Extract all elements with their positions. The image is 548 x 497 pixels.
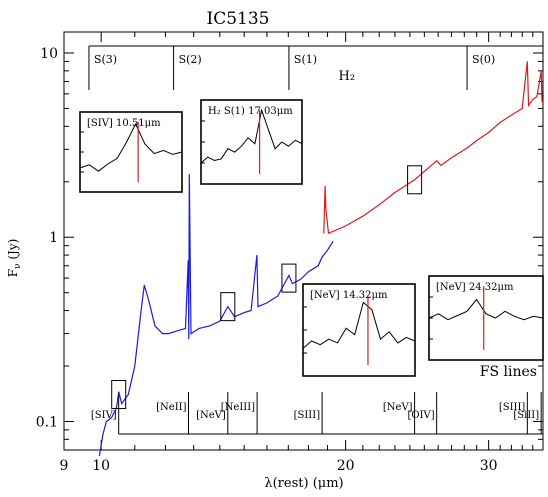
- fs-line-label: [SiII]: [513, 410, 539, 421]
- h2-group-label: H₂: [339, 69, 356, 84]
- inset-region-box: [111, 380, 127, 410]
- spectrum: [98, 61, 544, 456]
- inset-panel: [NeV] 14.32μm: [302, 283, 416, 377]
- inset-region-boxes: [111, 165, 423, 410]
- inset-profile: [302, 301, 416, 349]
- insets: [SIV] 10.51μm H₂ S(1) 17.03μm [NeV] 14.32μ…: [79, 99, 544, 377]
- x-tick-label: 10: [92, 458, 110, 474]
- inset-region-box: [407, 165, 423, 195]
- chart-title: IC5135: [207, 9, 270, 29]
- h2-line-label: S(2): [179, 53, 202, 66]
- inset-region-box: [281, 263, 297, 293]
- h2-line-label: S(0): [472, 53, 495, 66]
- x-tick-label: 30: [480, 458, 498, 474]
- inset-frame: [200, 99, 303, 185]
- inset-profile: [79, 122, 183, 172]
- h2-line-scale: S(3) S(2) S(1) S(0) H₂: [88, 45, 543, 90]
- inset-label: [NeV] 14.32μm: [310, 290, 388, 301]
- x-tick-label: 20: [337, 458, 355, 474]
- fs-line-label: [NeV]: [196, 410, 226, 421]
- y-axis-label: Fν (Jy): [6, 239, 23, 278]
- h2-line-label: S(1): [294, 53, 317, 66]
- h2-line-label: S(3): [94, 53, 117, 66]
- y-tick-label: 0.1: [36, 414, 58, 430]
- fs-line-label: [NeV]: [383, 402, 413, 413]
- inset-label: [NeV] 24.32μm: [436, 282, 514, 293]
- fs-line-label: [NeIII]: [221, 402, 255, 413]
- fs-line-scale: [SIV][NeII][NeV][NeIII][SIII][NeV][OIV][…: [91, 364, 543, 435]
- inset-label: [SIV] 10.51μm: [87, 118, 161, 129]
- y-tick-label: 1: [49, 230, 58, 246]
- inset-panel: H₂ S(1) 17.03μm: [200, 99, 303, 185]
- fs-line-label: [SIV]: [91, 410, 117, 421]
- inset-frame: [302, 283, 416, 377]
- x-tick-label: 9: [60, 458, 69, 474]
- inset-panel: [NeV] 24.32μm: [428, 275, 544, 361]
- fs-line-label: [OIV]: [407, 410, 434, 421]
- fs-line-label: [NeII]: [156, 402, 186, 413]
- inset-profile: [200, 108, 303, 164]
- spectrum-series-blue: [98, 174, 334, 456]
- plot-frame: [63, 31, 544, 451]
- fs-line-label: [SIII]: [294, 410, 321, 421]
- y-tick-label: 10: [40, 46, 58, 62]
- inset-region-box: [220, 292, 236, 322]
- fs-group-label: FS lines: [480, 364, 537, 380]
- inset-label: H₂ S(1) 17.03μm: [208, 106, 293, 117]
- fs-line-label: [SIII]: [499, 402, 526, 413]
- x-axis-label: λ(rest) (μm): [264, 476, 343, 491]
- spectrum-series-red: [323, 61, 544, 235]
- inset-profile: [428, 298, 544, 321]
- inset-frame: [79, 111, 183, 193]
- inset-panel: [SIV] 10.51μm: [79, 111, 183, 193]
